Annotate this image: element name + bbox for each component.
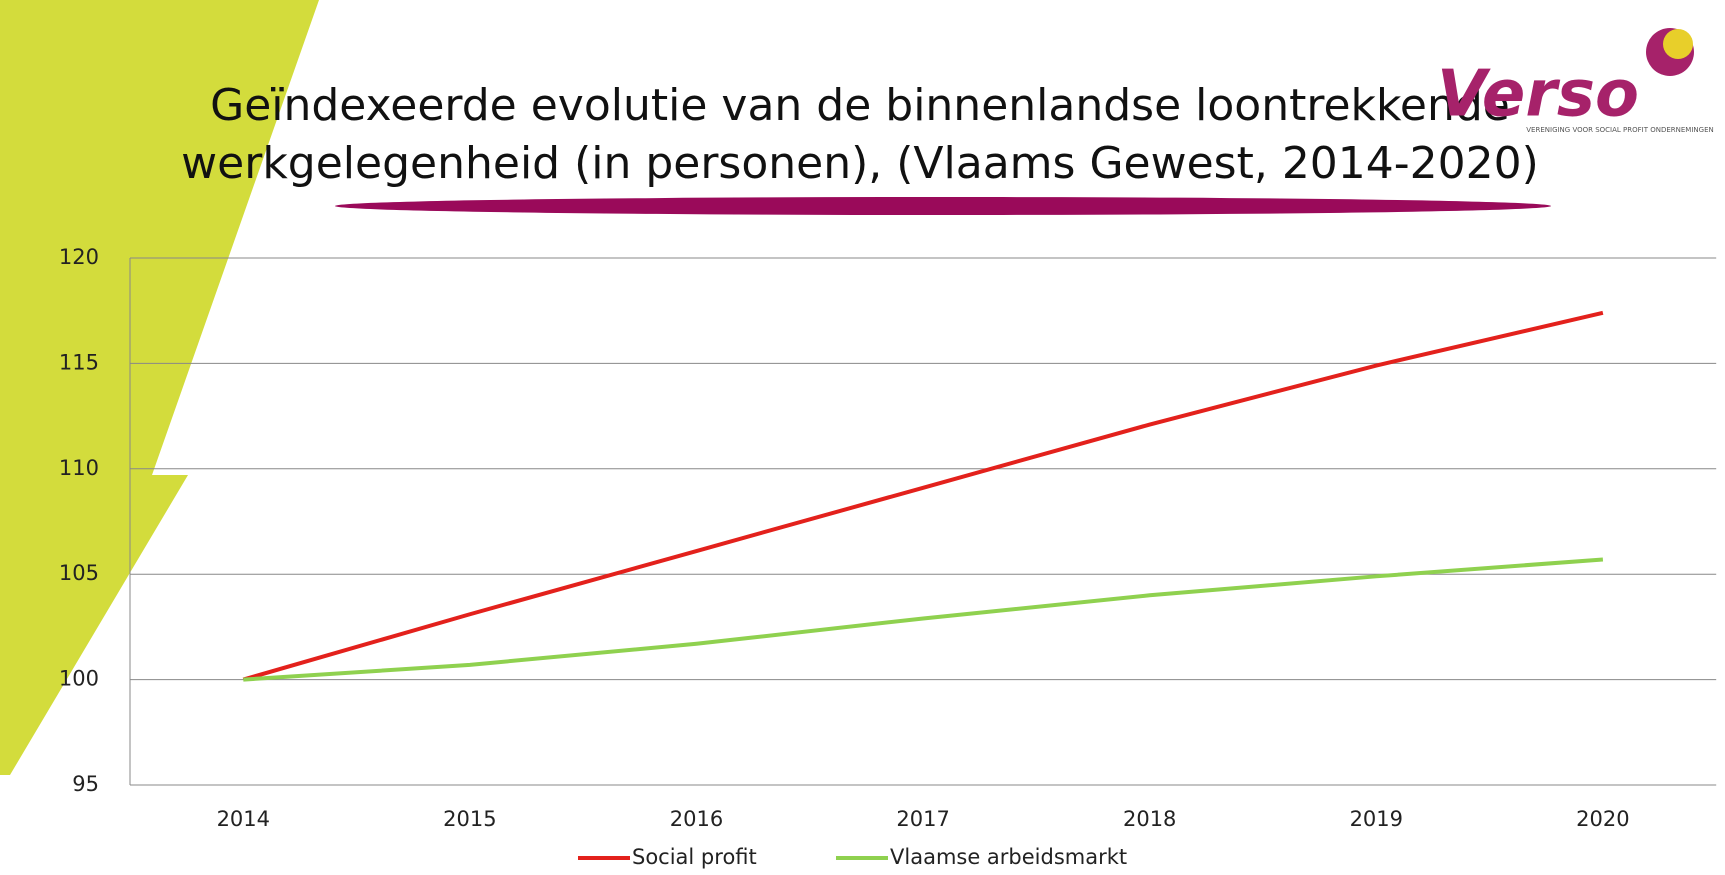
x-tick-label: 2016 bbox=[670, 807, 723, 831]
series-line bbox=[242, 310, 1604, 682]
x-tick-label: 2014 bbox=[217, 807, 270, 831]
y-tick-label: 110 bbox=[59, 456, 99, 480]
y-tick-label: 95 bbox=[72, 772, 99, 796]
logo: Verso VERENIGING VOOR SOCIAL PROFIT ONDE… bbox=[1437, 28, 1714, 134]
logo-name: Verso bbox=[1437, 58, 1639, 132]
legend-label: Social profit bbox=[632, 845, 757, 869]
logo-tagline: VERENIGING VOOR SOCIAL PROFIT ONDERNEMIN… bbox=[1526, 126, 1713, 134]
chart-title: Geïndexeerde evolutie van de binnenlands… bbox=[210, 80, 1510, 131]
y-tick-label: 115 bbox=[59, 350, 99, 374]
legend-label: Vlaamse arbeidsmarkt bbox=[890, 845, 1127, 869]
x-tick-label: 2019 bbox=[1350, 807, 1403, 831]
chart-title: werkgelegenheid (in personen), (Vlaams G… bbox=[181, 138, 1539, 189]
x-tick-label: 2020 bbox=[1576, 807, 1629, 831]
series-line bbox=[243, 557, 1604, 682]
title-underline bbox=[335, 197, 1551, 215]
x-tick-label: 2017 bbox=[896, 807, 949, 831]
x-tick-label: 2018 bbox=[1123, 807, 1176, 831]
decor-shape bbox=[0, 0, 319, 775]
y-tick-label: 100 bbox=[59, 667, 99, 691]
y-tick-label: 105 bbox=[59, 561, 99, 585]
y-tick-label: 120 bbox=[59, 245, 99, 269]
x-tick-label: 2015 bbox=[443, 807, 496, 831]
logo-icon bbox=[1663, 29, 1693, 59]
